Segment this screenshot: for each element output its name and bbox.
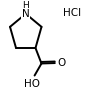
Text: H: H	[22, 1, 29, 10]
Text: HCl: HCl	[63, 8, 81, 18]
Text: HO: HO	[24, 79, 40, 89]
Text: N: N	[22, 9, 30, 19]
Text: O: O	[58, 58, 66, 68]
